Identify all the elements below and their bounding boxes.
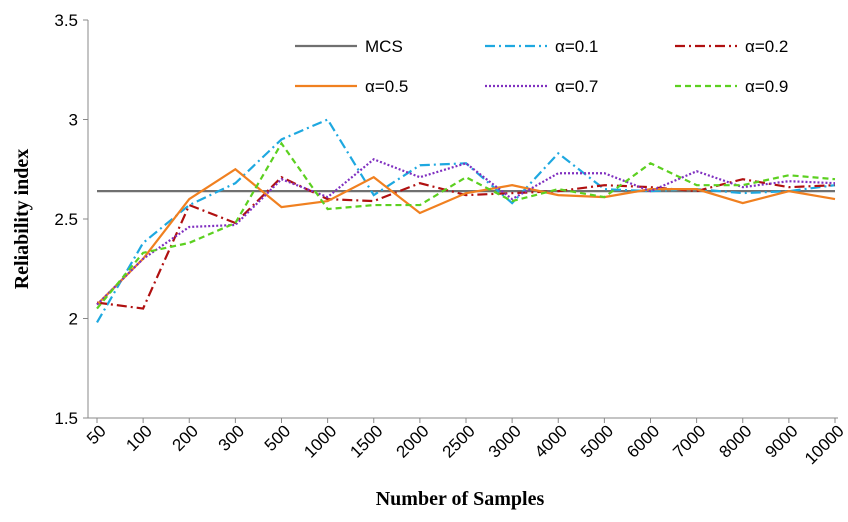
x-tick-label: 50 [83, 421, 110, 448]
x-tick-label: 7000 [669, 421, 709, 461]
x-tick-label: 5000 [577, 421, 617, 461]
series-line [96, 167, 836, 306]
legend-label: α=0.1 [555, 37, 598, 56]
y-tick-label: 2 [69, 310, 78, 329]
x-tick-label: 10000 [801, 421, 848, 468]
series-line [96, 175, 836, 310]
y-tick-label: 2.5 [54, 210, 78, 229]
series-line [96, 118, 836, 324]
y-tick-label: 3.5 [54, 11, 78, 30]
legend-label: α=0.2 [745, 37, 788, 56]
legend-label: α=0.9 [745, 77, 788, 96]
legend-label: α=0.5 [365, 77, 408, 96]
legend-label: α=0.7 [555, 77, 598, 96]
x-tick-label: 1000 [300, 421, 340, 461]
series-line [96, 141, 836, 310]
x-tick-label: 300 [215, 421, 248, 454]
x-tick-label: 3000 [485, 421, 525, 461]
series-line [96, 158, 836, 306]
y-tick-label: 1.5 [54, 409, 78, 428]
x-tick-label: 200 [169, 421, 202, 454]
x-tick-label: 9000 [762, 421, 802, 461]
x-tick-label: 100 [122, 421, 155, 454]
x-tick-label: 2000 [393, 421, 433, 461]
x-tick-label: 2500 [439, 421, 479, 461]
y-tick-label: 3 [69, 111, 78, 130]
x-tick-label: 8000 [715, 421, 755, 461]
x-axis-label: Number of Samples [376, 488, 545, 510]
x-tick-label: 4000 [531, 421, 571, 461]
x-tick-label: 1500 [346, 421, 386, 461]
legend-label: MCS [365, 37, 403, 56]
y-axis-label: Reliability index [11, 149, 33, 290]
x-tick-label: 500 [261, 421, 294, 454]
x-tick-label: 6000 [623, 421, 663, 461]
